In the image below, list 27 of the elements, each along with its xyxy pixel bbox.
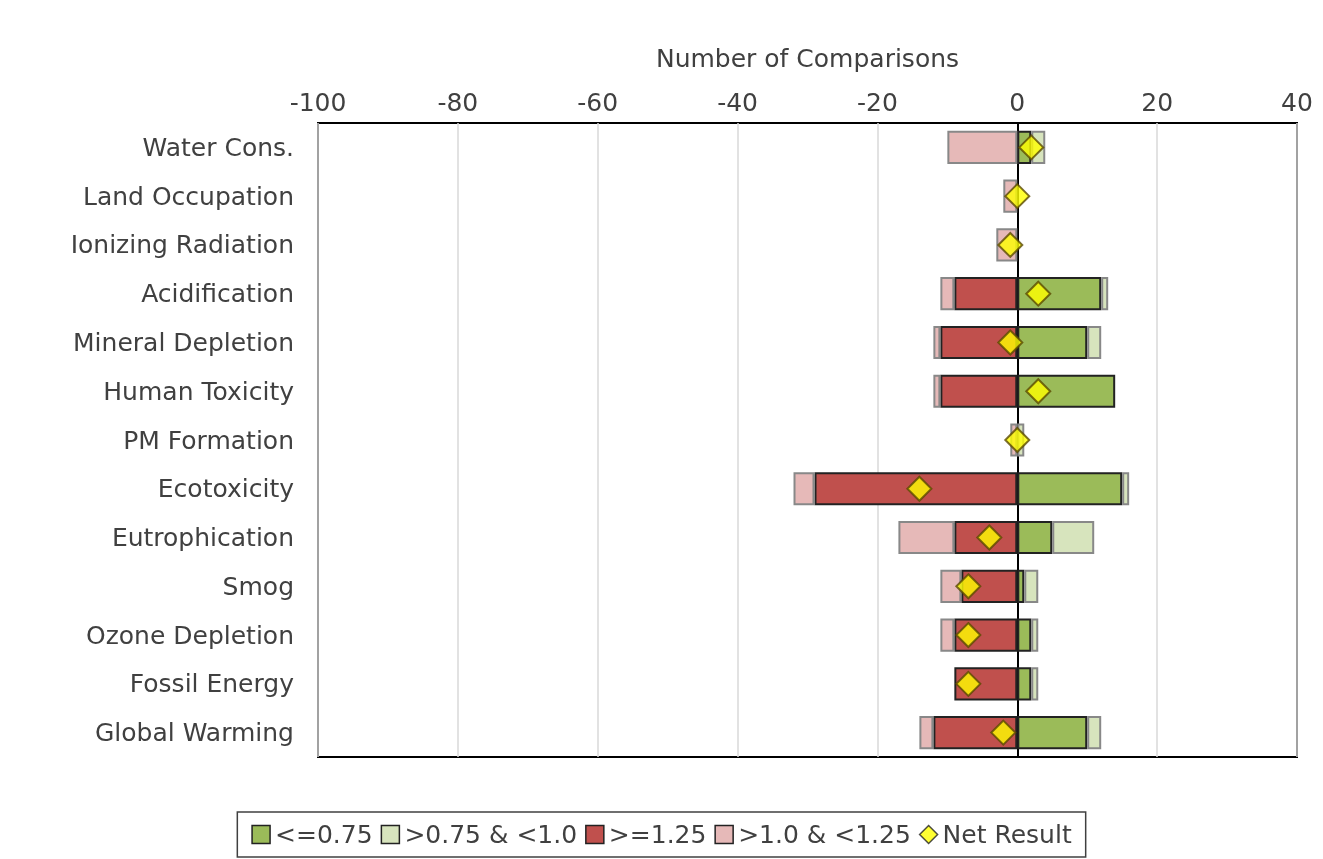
x-tick-label: -60 [577, 88, 619, 117]
y-tick-label: PM Formation [123, 425, 294, 455]
y-tick-label: Mineral Depletion [73, 327, 294, 357]
legend-label: <=0.75 [275, 820, 373, 849]
legend-label: >1.0 & <1.25 [738, 820, 911, 849]
y-tick-label: Land Occupation [83, 181, 294, 211]
x-axis-title: Number of Comparisons [655, 44, 960, 73]
y-tick-label: Smog [222, 571, 294, 601]
y-tick-label: Ionizing Radiation [70, 230, 294, 260]
x-tick-label: 20 [1141, 88, 1174, 117]
y-tick-label: Ozone Depletion [86, 620, 294, 650]
y-tick-label: Fossil Energy [129, 669, 295, 699]
x-tick-label: -20 [857, 88, 898, 117]
x-tick-label: -80 [437, 88, 479, 117]
legend-label: >0.75 & <1.0 [404, 820, 578, 849]
y-tick-label: Water Cons. [142, 132, 294, 162]
legend-label: >=1.25 [608, 820, 707, 849]
y-tick-label: Acidification [141, 279, 294, 309]
x-tick-label: -40 [717, 88, 758, 117]
y-tick-label: Ecotoxicity [157, 474, 295, 504]
x-tick-label: -100 [289, 88, 347, 117]
x-tick-label: 40 [1281, 88, 1313, 117]
y-tick-label: Human Toxicity [103, 376, 295, 406]
y-tick-label: Global Warming [95, 718, 294, 748]
y-tick-label: Eutrophication [111, 523, 294, 553]
legend-label: Net Result [942, 820, 1072, 849]
x-tick-label: 0 [1009, 88, 1026, 117]
